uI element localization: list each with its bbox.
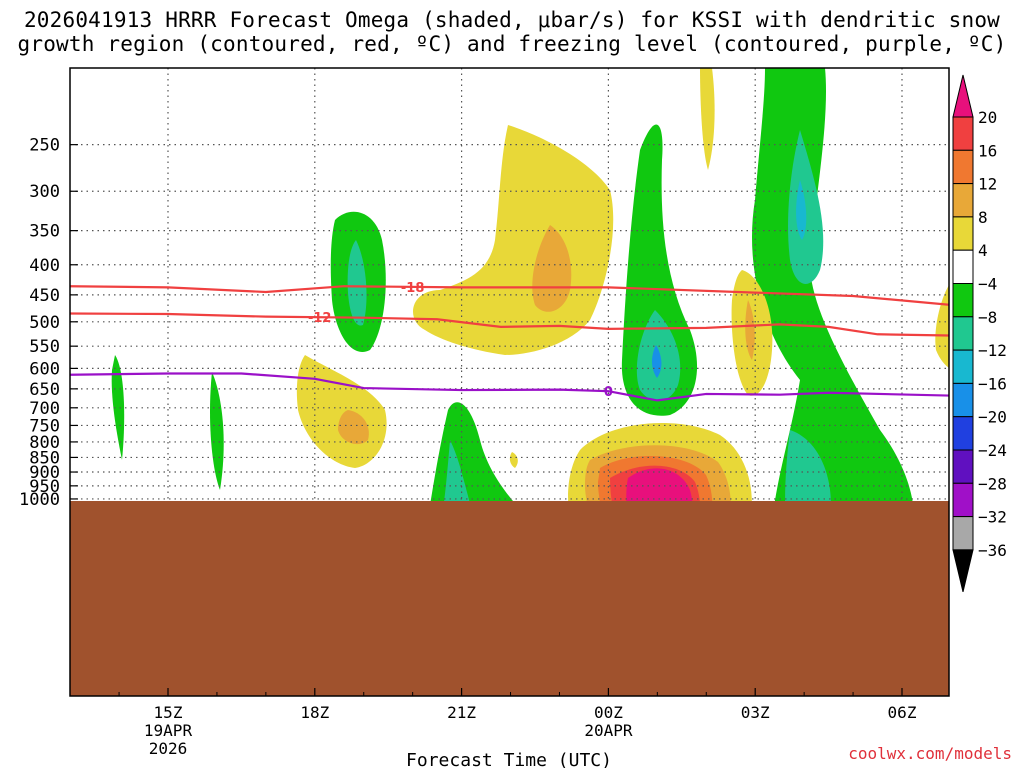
colorbar-label: 16 <box>978 141 997 160</box>
colorbar-bin-4 <box>952 216 974 251</box>
colorbar-label: −4 <box>978 275 997 294</box>
colorbar-bin-6 <box>952 283 974 318</box>
y-tick-label-900: 900 <box>29 463 60 483</box>
colorbar-label: −16 <box>978 374 1007 393</box>
y-tick-label-600: 600 <box>29 359 60 379</box>
contour-label--12: -12 <box>308 311 332 326</box>
y-tick-label-550: 550 <box>29 337 60 357</box>
colorbar-bin-1 <box>952 116 974 151</box>
colorbar-bin-13 <box>952 516 974 551</box>
chart-title-line2: growth region (contoured, red, ºC) and f… <box>17 32 1007 56</box>
colorbar-label: 8 <box>978 208 988 227</box>
ground-fill <box>70 500 949 696</box>
y-tick-label-800: 800 <box>29 433 60 453</box>
colorbar-bin-5 <box>952 249 974 284</box>
colorbar-label: 4 <box>978 241 988 260</box>
y-tick-label-1000: 1000 <box>19 490 60 510</box>
y-tick-label-400: 400 <box>29 256 60 276</box>
y-tick-label-300: 300 <box>29 182 60 202</box>
ground-strip <box>70 500 949 696</box>
omega-region-rising-22z-dot <box>509 452 518 468</box>
plot-frame <box>69 67 950 697</box>
contour-line-0 <box>70 372 949 402</box>
omega-region-sinking-00z-max <box>652 345 662 378</box>
colorbar-label: −24 <box>978 441 1007 460</box>
colorbar-bin-3 <box>952 183 974 218</box>
omega-region-sinking-19z-core <box>347 240 367 326</box>
colorbar-bin-8 <box>952 349 974 384</box>
x-tick-date-15Z: 19APR <box>144 721 193 740</box>
colorbar-label: −32 <box>978 508 1007 527</box>
colorbar-bin-2 <box>952 149 974 185</box>
colorbar-label: −12 <box>978 341 1007 360</box>
colorbar-top-triangle <box>952 74 974 118</box>
x-axis-label: Forecast Time (UTC) <box>406 750 612 768</box>
y-tick-label-950: 950 <box>29 477 60 497</box>
colorbar-label: −8 <box>978 308 997 327</box>
colorbar-label: −28 <box>978 474 1007 493</box>
colorbar-label: 12 <box>978 175 997 194</box>
colorbar-label: −20 <box>978 408 1007 427</box>
x-tick-label-06Z: 06Z <box>888 703 917 722</box>
x-tick-label-18Z: 18Z <box>300 703 329 722</box>
colorbar-bin-9 <box>952 382 974 418</box>
y-tick-label-750: 750 <box>29 416 60 436</box>
x-tick-label-21Z: 21Z <box>447 703 476 722</box>
temperature-contours: -18 -12 0 <box>70 281 949 402</box>
omega-region-rising-upper-22z-core <box>532 225 572 312</box>
omega-region-sinking-upper-east-max <box>796 180 807 240</box>
omega-region-rising-03z-core <box>745 300 755 360</box>
colorbar-label: −36 <box>978 541 1007 560</box>
colorbar-bin-7 <box>952 316 974 351</box>
y-tick-label-350: 350 <box>29 222 60 242</box>
colorbar-bin-11 <box>952 449 974 484</box>
y-axis: 2503003504004505005506006507007508008509… <box>19 136 78 510</box>
contour-label-0: 0 <box>604 385 613 400</box>
y-tick-label-850: 850 <box>29 448 60 468</box>
credit-text: coolwx.com/models <box>848 744 1012 763</box>
y-tick-label-700: 700 <box>29 399 60 419</box>
omega-region-rising-upper-strip <box>700 68 715 170</box>
contour-line--18 <box>70 285 949 306</box>
omega-region-sinking-14z-streak <box>111 355 125 460</box>
x-tick-label-03Z: 03Z <box>741 703 770 722</box>
colorbar-bottom-triangle <box>952 549 974 593</box>
y-tick-label-250: 250 <box>29 136 60 156</box>
omega-region-rising-18z-core <box>338 410 369 445</box>
x-tick-label-00Z: 00Z <box>594 703 623 722</box>
x-tick-label-15Z: 15Z <box>154 703 183 722</box>
contour-line--12 <box>70 312 949 337</box>
omega-region-rising-18z <box>296 355 387 468</box>
colorbar-bin-10 <box>952 416 974 451</box>
x-tick-date-00Z: 20APR <box>584 721 633 740</box>
x-tick-year-15Z: 2026 <box>149 739 188 758</box>
y-tick-label-450: 450 <box>29 286 60 306</box>
colorbar-label: 20 <box>978 108 997 127</box>
contour-label--18: -18 <box>401 281 425 296</box>
y-tick-label-650: 650 <box>29 380 60 400</box>
colorbar-bin-12 <box>952 482 974 518</box>
omega-region-sinking-16z-streak <box>209 372 224 490</box>
y-tick-label-500: 500 <box>29 313 60 333</box>
omega-region-rising-east-edge <box>935 285 949 368</box>
colorbar: 20 16 12 8 4 −4 −8 −12 −16 −20 −24 −28 −32 −36 <box>952 74 1007 593</box>
chart-title-line1: 2026041913 HRRR Forecast Omega (shaded, … <box>23 8 1001 32</box>
